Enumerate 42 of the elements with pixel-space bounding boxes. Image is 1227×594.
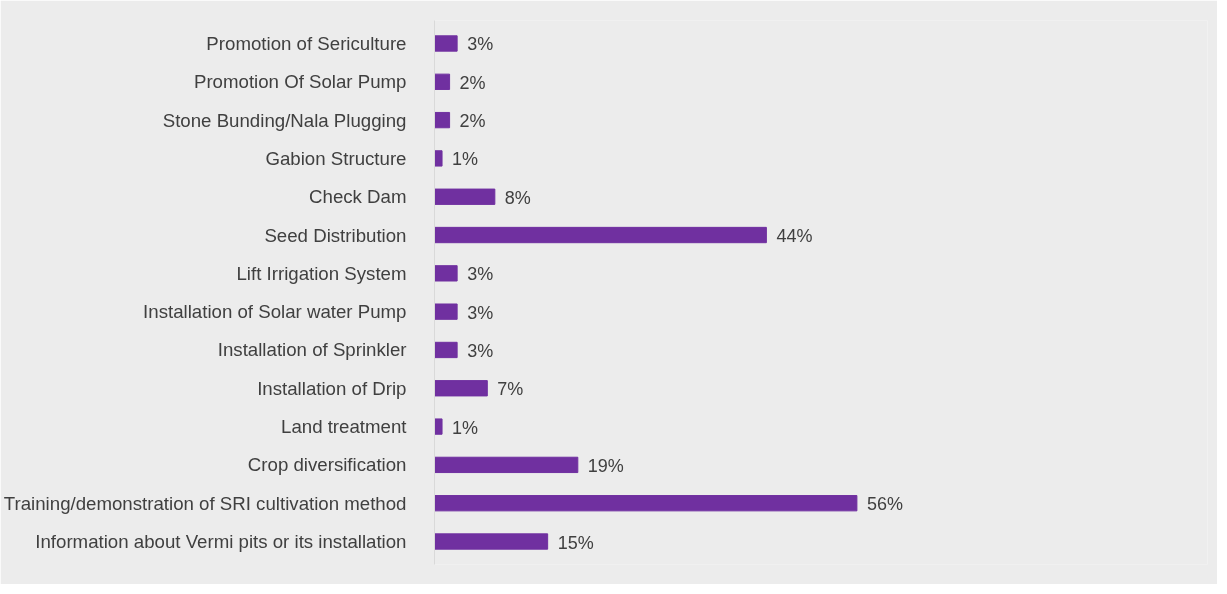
data-label: 3%: [467, 302, 494, 323]
bar: [434, 73, 451, 90]
y-tick-label: Gabion Structure: [265, 147, 407, 169]
bar: [434, 380, 488, 397]
data-label: 8%: [504, 187, 531, 208]
bar: [434, 418, 443, 435]
y-tick-label: Land treatment: [281, 416, 408, 438]
data-label: 1%: [452, 149, 479, 170]
y-tick-label: Installation of Solar water Pump: [143, 301, 407, 323]
y-tick-label: Crop diversification: [247, 454, 407, 476]
bar: [434, 303, 458, 320]
y-tick-label: Promotion of Sericulture: [206, 32, 407, 54]
y-tick-label: Seed Distribution: [264, 224, 407, 246]
data-label: 1%: [452, 417, 479, 438]
y-tick-label: Installation of Sprinkler: [217, 339, 407, 361]
data-label: 3%: [467, 34, 494, 55]
bar: [434, 456, 579, 474]
data-label: 3%: [467, 340, 494, 361]
y-tick-label: Installation of Drip: [257, 377, 407, 399]
bar: [434, 35, 458, 52]
bar: [434, 150, 443, 167]
y-tick-label: Lift Irrigation System: [236, 262, 407, 284]
data-label: 2%: [459, 72, 486, 93]
bar: [434, 226, 767, 244]
data-label: 44%: [776, 226, 813, 247]
data-label: 2%: [459, 111, 486, 132]
bar: [434, 495, 858, 512]
y-tick-label: Training/demonstration of SRI cultivation method: [3, 492, 407, 514]
data-label: 15%: [557, 532, 594, 553]
data-label: 56%: [866, 494, 903, 515]
bar: [434, 341, 458, 359]
y-tick-label: Check Dam: [309, 186, 407, 208]
y-tick-label: Information about Vermi pits or its installation: [35, 531, 407, 553]
bar: [434, 265, 458, 282]
data-label: 19%: [587, 455, 624, 476]
data-label: 3%: [467, 264, 494, 285]
bar: [434, 188, 496, 205]
data-label: 7%: [497, 379, 524, 400]
y-tick-label: Stone Bunding/Nala Plugging: [162, 109, 407, 131]
bar: [434, 111, 451, 129]
y-tick-label: Promotion Of Solar Pump: [193, 71, 407, 93]
bar: [434, 533, 549, 550]
